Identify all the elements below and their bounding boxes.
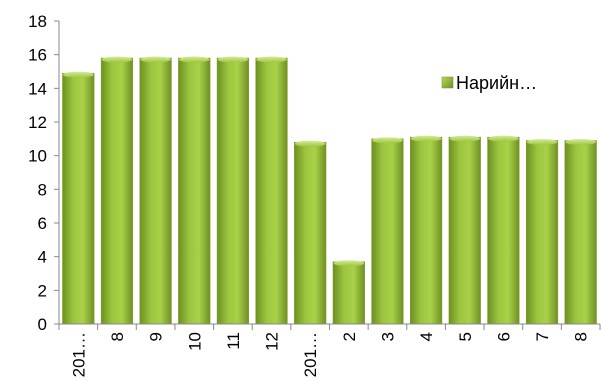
x-tick-label: 6 xyxy=(494,332,513,341)
bar-body xyxy=(100,57,134,325)
bar-body xyxy=(410,136,443,325)
bar-body xyxy=(371,138,404,325)
bar-body xyxy=(216,57,249,325)
bar-body xyxy=(564,140,597,325)
bar xyxy=(139,56,172,325)
x-tick-label: 8 xyxy=(108,332,127,341)
x-tick-label: 7 xyxy=(533,332,552,341)
bar-body xyxy=(139,57,172,325)
x-tick-label: 10 xyxy=(185,332,204,351)
bar xyxy=(62,71,95,325)
bar xyxy=(487,135,520,325)
bar-body xyxy=(294,141,327,325)
x-tick-label: 4 xyxy=(417,332,436,341)
bar xyxy=(448,135,481,325)
bar-top xyxy=(526,139,558,146)
bar-top xyxy=(217,56,249,63)
x-tick-label: 11 xyxy=(224,332,243,350)
legend: Нарийн… xyxy=(441,73,537,93)
x-tick-label: 12 xyxy=(263,332,282,351)
bar-top xyxy=(410,135,442,142)
bar-body xyxy=(332,261,365,325)
bar-top xyxy=(294,140,326,147)
bar-body xyxy=(487,136,520,325)
x-tick-label: 3 xyxy=(378,332,397,341)
y-tick-label: 14 xyxy=(28,79,47,98)
x-tick-label: 9 xyxy=(147,332,166,341)
bar-body xyxy=(62,72,95,325)
bars-layer xyxy=(62,56,597,325)
y-tick-label: 12 xyxy=(28,113,47,132)
bar-body xyxy=(255,57,288,325)
x-tick-label: 2 xyxy=(340,332,359,341)
bar-top xyxy=(565,139,597,146)
x-tick-label: 201… xyxy=(69,332,88,377)
bar-top xyxy=(449,135,481,142)
y-tick-label: 2 xyxy=(38,281,47,300)
bar xyxy=(525,139,559,325)
bar xyxy=(410,135,443,325)
y-tick-label: 4 xyxy=(38,248,47,267)
bar-top xyxy=(372,137,403,144)
bar xyxy=(216,56,249,325)
y-tick-label: 18 xyxy=(28,12,47,31)
bar xyxy=(564,139,597,325)
x-tick-label: 8 xyxy=(572,332,591,341)
bar xyxy=(294,140,327,325)
legend-label: Нарийн… xyxy=(456,73,537,93)
bar xyxy=(100,56,134,325)
bar xyxy=(178,56,211,325)
bar-body xyxy=(178,57,211,325)
bar xyxy=(332,260,365,325)
bar xyxy=(371,137,404,325)
x-tick-label: 5 xyxy=(456,332,475,341)
y-tick-label: 0 xyxy=(38,315,47,334)
bar-top xyxy=(62,71,94,78)
y-tick-label: 8 xyxy=(38,180,47,199)
y-tick-label: 10 xyxy=(28,147,47,166)
axes-layer: 0 2 4 6 8 10 12 14 16 18 201… 8 9 10 11 12 201… 2 3 4 5 6 7 8 xyxy=(28,12,601,377)
bar-body xyxy=(525,140,559,325)
bar-top xyxy=(333,260,365,267)
bar-top xyxy=(488,135,519,142)
x-tick-label: 201… xyxy=(301,332,320,377)
y-tick-label: 16 xyxy=(28,46,47,65)
y-tick-label: 6 xyxy=(38,214,47,233)
bar-top xyxy=(178,56,210,63)
bar-body xyxy=(448,136,481,325)
bar-top xyxy=(140,56,171,63)
legend-swatch xyxy=(441,76,454,89)
bar-top xyxy=(256,56,287,63)
bar-top xyxy=(101,56,133,63)
bar xyxy=(255,56,288,325)
